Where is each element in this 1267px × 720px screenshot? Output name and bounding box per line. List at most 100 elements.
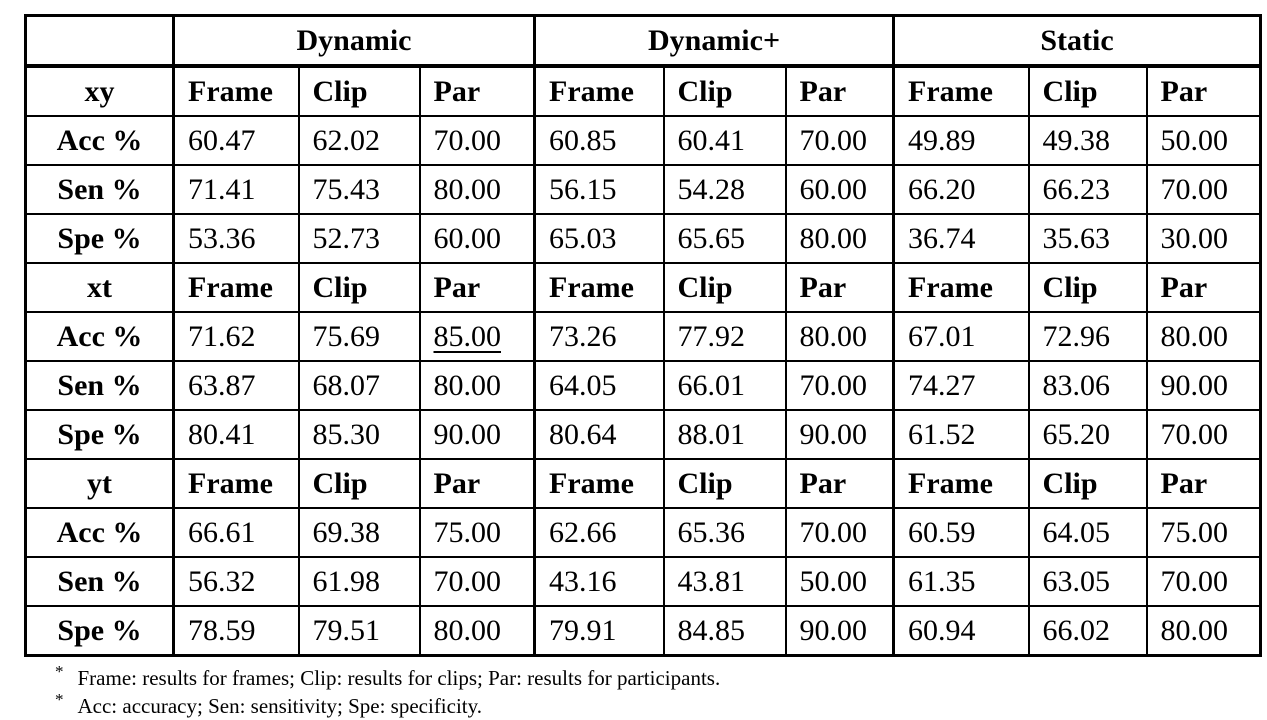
table-row: Sen % 71.41 75.43 80.00 56.15 54.28 60.0… [24,164,1262,215]
cell-value: 60.00 [784,164,895,215]
sub-header: Clip [297,262,421,313]
cell-value: 49.89 [892,115,1030,166]
sub-header: Clip [1027,262,1148,313]
cell-value: 75.00 [418,507,536,558]
cell-value: 71.41 [172,164,300,215]
sub-header: Frame [533,65,665,117]
cell-value: 66.23 [1027,164,1148,215]
corner-cell [24,14,175,68]
table-row: Sen % 63.87 68.07 80.00 64.05 66.01 70.0… [24,360,1262,411]
group-header-static: Static [892,14,1262,68]
cell-value: 80.00 [418,164,536,215]
footnote-text: Acc: accuracy; Sen: sensitivity; Spe: sp… [77,694,483,718]
sub-header: Frame [892,458,1030,509]
sub-header: Frame [892,65,1030,117]
cell-value: 53.36 [172,213,300,264]
cell-value: 66.02 [1027,605,1148,657]
table-row: Sen % 56.32 61.98 70.00 43.16 43.81 50.0… [24,556,1262,607]
cell-value: 77.92 [662,311,787,362]
sub-header: Par [418,65,536,117]
row-label: Sen % [24,360,175,411]
sub-header: Par [784,458,895,509]
table-row: Spe % 78.59 79.51 80.00 79.91 84.85 90.0… [24,605,1262,657]
cell-value: 65.03 [533,213,665,264]
sub-header: Par [784,262,895,313]
cell-value: 90.00 [784,605,895,657]
cell-value: 54.28 [662,164,787,215]
footnote: * Acc: accuracy; Sen: sensitivity; Spe: s… [55,690,483,718]
cell-value: 75.43 [297,164,421,215]
cell-value: 61.98 [297,556,421,607]
cell-value: 35.63 [1027,213,1148,264]
sub-header: Frame [892,262,1030,313]
cell-value: 36.74 [892,213,1030,264]
row-label: Spe % [24,409,175,460]
cell-value: 43.81 [662,556,787,607]
cell-value: 74.27 [892,360,1030,411]
sub-header: Par [418,262,536,313]
row-label: Spe % [24,605,175,657]
cell-value: 66.61 [172,507,300,558]
cell-value: 56.15 [533,164,665,215]
cell-value: 72.96 [1027,311,1148,362]
cell-value: 80.00 [784,311,895,362]
sub-header: Clip [297,65,421,117]
cell-value: 61.52 [892,409,1030,460]
sub-header: Par [1145,262,1262,313]
cell-value: 73.26 [533,311,665,362]
sub-header: Frame [172,458,300,509]
footnote-text: Frame: results for frames; Clip: results… [77,666,721,690]
cell-value: 83.06 [1027,360,1148,411]
cell-value: 65.20 [1027,409,1148,460]
cell-value: 79.51 [297,605,421,657]
cell-value: 79.91 [533,605,665,657]
section-subheader-row: yt Frame Clip Par Frame Clip Par Frame C… [24,458,1262,509]
section-key: xt [24,262,175,313]
sub-header: Par [784,65,895,117]
cell-value: 66.20 [892,164,1030,215]
section-subheader-row: xy Frame Clip Par Frame Clip Par Frame C… [24,65,1262,117]
cell-value: 85.30 [297,409,421,460]
row-label: Spe % [24,213,175,264]
cell-value: 61.35 [892,556,1030,607]
cell-value: 80.64 [533,409,665,460]
cell-value: 84.85 [662,605,787,657]
cell-value: 70.00 [1145,556,1262,607]
cell-value: 80.41 [172,409,300,460]
table-row: Acc % 71.62 75.69 85.00 73.26 77.92 80.0… [24,311,1262,362]
cell-value: 90.00 [418,409,536,460]
row-label: Acc % [24,507,175,558]
cell-value: 50.00 [784,556,895,607]
cell-value: 52.73 [297,213,421,264]
cell-value: 43.16 [533,556,665,607]
cell-value: 88.01 [662,409,787,460]
cell-value: 64.05 [533,360,665,411]
cell-value: 62.02 [297,115,421,166]
sub-header: Frame [172,65,300,117]
sub-header: Par [418,458,536,509]
table-row: Spe % 53.36 52.73 60.00 65.03 65.65 80.0… [24,213,1262,264]
cell-value: 71.62 [172,311,300,362]
sub-header: Frame [533,262,665,313]
sub-header: Clip [297,458,421,509]
group-header-dynamic-plus: Dynamic+ [532,14,895,68]
cell-value: 78.59 [172,605,300,657]
cell-value: 60.59 [892,507,1030,558]
cell-value: 70.00 [784,507,895,558]
cell-value: 90.00 [784,409,895,460]
cell-value: 90.00 [1145,360,1262,411]
cell-value: 80.00 [784,213,895,264]
cell-value: 30.00 [1145,213,1262,264]
cell-value: 60.85 [533,115,665,166]
row-label: Sen % [24,556,175,607]
cell-value: 66.01 [662,360,787,411]
cell-value: 56.32 [172,556,300,607]
table-row: Spe % 80.41 85.30 90.00 80.64 88.01 90.0… [24,409,1262,460]
cell-value: 60.41 [662,115,787,166]
sub-header: Clip [1027,65,1148,117]
underlined-cell-value: 85.00 [418,311,536,362]
cell-value: 80.00 [418,360,536,411]
sub-header: Par [1145,458,1262,509]
section-key: xy [24,65,175,117]
table-row: Acc % 66.61 69.38 75.00 62.66 65.36 70.0… [24,507,1262,558]
